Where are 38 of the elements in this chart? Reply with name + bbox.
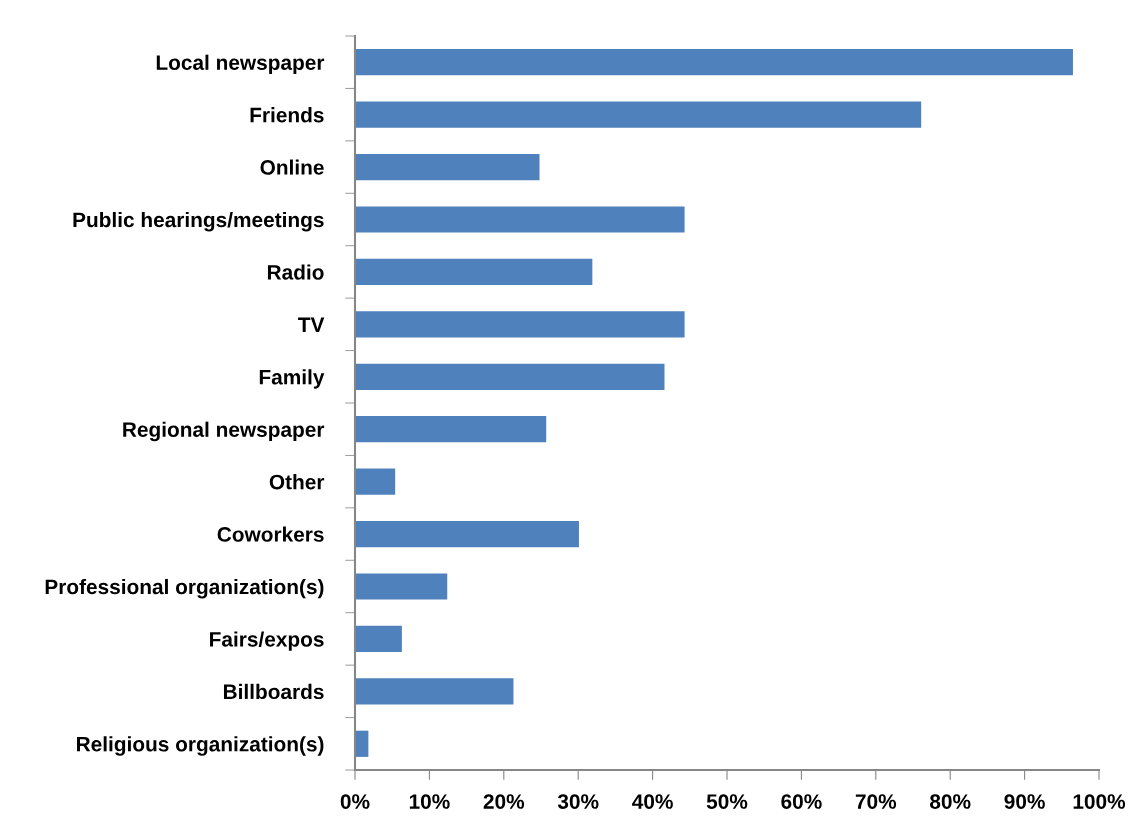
y-tick-label: Coworkers <box>217 526 324 542</box>
x-tick-label: 40% <box>632 794 673 809</box>
bar <box>355 678 514 705</box>
y-tick-label: Fairs/expos <box>210 631 324 651</box>
bar <box>355 625 402 653</box>
x-tick-label: 20% <box>483 794 525 809</box>
bar <box>355 206 685 233</box>
bar <box>355 416 547 443</box>
x-tick-label: 10% <box>409 794 450 809</box>
x-tick-label: 30% <box>557 794 599 809</box>
y-tick-label: Billboards <box>223 683 324 700</box>
x-tick-label: 60% <box>781 794 822 809</box>
bar <box>355 520 579 548</box>
bar <box>355 101 922 128</box>
bar <box>355 258 593 286</box>
bar <box>355 468 396 495</box>
x-tick-label: 70% <box>855 794 897 809</box>
bar <box>355 363 665 390</box>
x-tick-label: 90% <box>1004 794 1045 809</box>
y-tick-label: Religious organization(s) <box>77 736 324 756</box>
y-tick-label: Regional newspaper <box>123 421 325 442</box>
x-tick-label: 0% <box>340 794 370 809</box>
y-tick-label: Online <box>260 159 324 175</box>
bar <box>355 573 448 600</box>
y-tick-label: Radio <box>267 264 324 280</box>
y-tick-label: Local newspaper <box>156 54 325 75</box>
x-tick-label: 100% <box>1073 794 1126 809</box>
x-tick-label: 80% <box>930 794 971 809</box>
y-tick-label: Other <box>269 474 325 490</box>
y-tick-label: Friends <box>250 107 324 123</box>
y-tick-label: Family <box>259 369 325 389</box>
y-tick-label: TV <box>298 317 325 332</box>
bar <box>355 153 540 181</box>
x-tick-label: 50% <box>706 794 748 809</box>
y-tick-label: Professional organization(s) <box>45 578 324 599</box>
bar <box>355 49 1073 76</box>
y-tick-label: Public hearings/meetings <box>73 211 324 232</box>
bar <box>355 311 685 338</box>
